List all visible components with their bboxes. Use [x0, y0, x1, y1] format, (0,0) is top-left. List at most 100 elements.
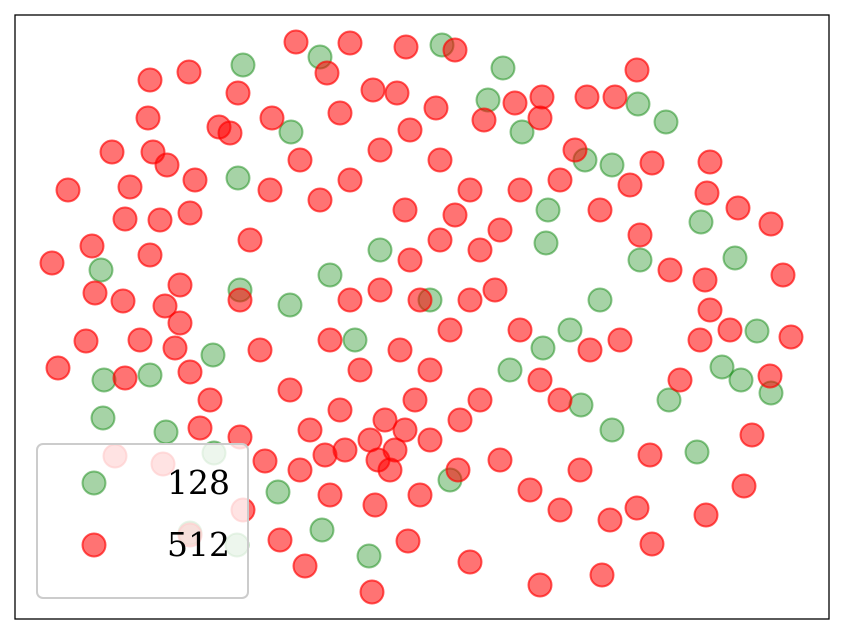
point: [725, 195, 751, 221]
point: [547, 387, 573, 413]
point: [397, 247, 423, 273]
point: [227, 287, 253, 313]
point: [589, 562, 615, 588]
point: [502, 90, 528, 116]
point: [739, 422, 765, 448]
point: [427, 147, 453, 173]
point: [709, 354, 735, 380]
point: [457, 287, 483, 313]
point: [587, 197, 613, 223]
legend-label: 512: [167, 525, 230, 564]
legend-box: [36, 443, 249, 599]
point: [657, 257, 683, 283]
point: [417, 427, 443, 453]
point: [360, 77, 386, 103]
point: [39, 250, 65, 276]
point: [427, 227, 453, 253]
point: [617, 172, 643, 198]
point: [527, 572, 553, 598]
point: [517, 477, 543, 503]
point: [717, 317, 743, 343]
point: [744, 318, 770, 344]
point: [533, 230, 559, 256]
point: [567, 457, 593, 483]
point: [135, 105, 161, 131]
point: [587, 287, 613, 313]
point: [237, 227, 263, 253]
legend-label: 128: [167, 463, 230, 502]
point: [337, 287, 363, 313]
point: [265, 479, 291, 505]
point: [393, 34, 419, 60]
point: [692, 267, 718, 293]
point: [509, 119, 535, 145]
point: [197, 387, 223, 413]
point: [167, 310, 193, 336]
point: [607, 327, 633, 353]
point: [547, 497, 573, 523]
point: [487, 217, 513, 243]
legend-marker: [81, 532, 107, 558]
point: [490, 55, 516, 81]
point: [372, 407, 398, 433]
point: [722, 245, 748, 271]
point: [423, 95, 449, 121]
point: [497, 357, 523, 383]
point: [73, 328, 99, 354]
point: [688, 209, 714, 235]
point: [728, 367, 754, 393]
point: [667, 367, 693, 393]
point: [758, 211, 784, 237]
point: [217, 120, 243, 146]
point: [627, 222, 653, 248]
point: [527, 105, 553, 131]
point: [457, 549, 483, 575]
point: [527, 367, 553, 393]
point: [637, 442, 663, 468]
point: [445, 457, 471, 483]
point: [656, 387, 682, 413]
point: [653, 109, 679, 135]
point: [599, 152, 625, 178]
point: [314, 60, 340, 86]
point: [127, 327, 153, 353]
point: [557, 317, 583, 343]
point: [225, 165, 251, 191]
point: [152, 293, 178, 319]
point: [225, 80, 251, 106]
point: [687, 327, 713, 353]
point: [176, 59, 202, 85]
point: [507, 177, 533, 203]
point: [356, 543, 382, 569]
point: [99, 139, 125, 165]
point: [252, 448, 278, 474]
point: [362, 492, 388, 518]
point: [467, 237, 493, 263]
point: [365, 447, 391, 473]
point: [395, 528, 421, 554]
point: [535, 197, 561, 223]
point: [407, 482, 433, 508]
point: [684, 439, 710, 465]
point: [457, 177, 483, 203]
point: [110, 288, 136, 314]
point: [317, 327, 343, 353]
point: [327, 397, 353, 423]
point: [639, 150, 665, 176]
point: [402, 387, 428, 413]
point: [417, 357, 443, 383]
legend-marker: [81, 470, 107, 496]
point: [602, 84, 628, 110]
point: [482, 277, 508, 303]
point: [337, 30, 363, 56]
point: [778, 324, 804, 350]
point: [624, 57, 650, 83]
point: [342, 327, 368, 353]
point: [574, 84, 600, 110]
point: [90, 405, 116, 431]
point: [82, 280, 108, 306]
point: [568, 392, 594, 418]
point: [259, 105, 285, 131]
point: [91, 367, 117, 393]
point: [471, 107, 497, 133]
